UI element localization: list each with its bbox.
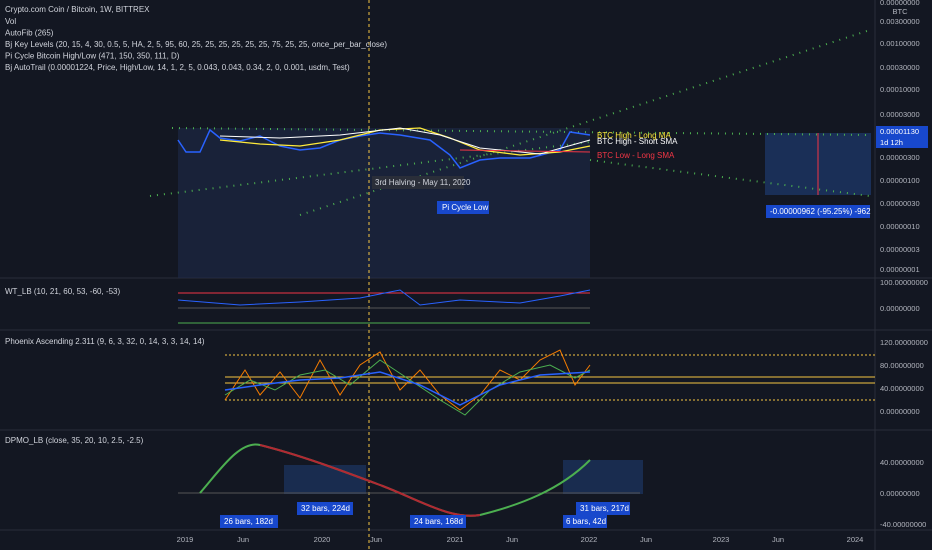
ma-line bbox=[459, 149, 591, 153]
pane-axis-label: 100.00000000 bbox=[880, 278, 928, 287]
time-label: 2020 bbox=[314, 535, 331, 544]
phoenix-line bbox=[224, 371, 591, 406]
ma-line bbox=[219, 127, 591, 155]
bars-label: 26 bars, 182d bbox=[224, 517, 273, 526]
annotation: BTC Low - Long SMA bbox=[597, 151, 675, 160]
indicator: AutoFib (265) bbox=[5, 29, 54, 38]
time-label: Jun bbox=[640, 535, 652, 544]
label-box bbox=[410, 515, 466, 528]
indicator: Bj Key Levels (20, 15, 4, 30, 0.5, 5, HA… bbox=[5, 40, 387, 49]
time-label: 2023 bbox=[713, 535, 730, 544]
pane-title: DPMO_LB (close, 35, 20, 10, 2.5, -2.5) bbox=[5, 436, 144, 445]
time-label: Jun bbox=[237, 535, 249, 544]
price-line bbox=[177, 128, 591, 169]
range-box bbox=[178, 128, 590, 278]
title: Crypto.com Coin / Bitcoin, 1W, BITTREX bbox=[5, 5, 150, 14]
last-price: 0.00001130 bbox=[880, 127, 919, 136]
trendline bbox=[171, 127, 871, 136]
pane-axis-label: 0.00000000 bbox=[880, 407, 920, 416]
label-box bbox=[297, 502, 353, 515]
price-label: 0.00000003 bbox=[880, 245, 920, 254]
label-box bbox=[576, 502, 630, 515]
indicator: Vol bbox=[5, 17, 16, 26]
bars-label: 24 bars, 168d bbox=[414, 517, 463, 526]
price-label: 0.00010000 bbox=[880, 85, 920, 94]
pane-axis-label: -40.00000000 bbox=[880, 520, 926, 529]
bars-label: 31 bars, 217d bbox=[580, 504, 629, 513]
indicator: Bj AutoTrail (0.00001224, Price, High/Lo… bbox=[5, 63, 350, 72]
annotation: BTC High - Short SMA bbox=[597, 137, 678, 146]
dpmo-line bbox=[259, 444, 481, 517]
label-box bbox=[220, 515, 278, 528]
time-label: Jun bbox=[772, 535, 784, 544]
range-box bbox=[563, 460, 643, 494]
bars-label: 6 bars, 42d bbox=[566, 517, 606, 526]
bars-label: 32 bars, 224d bbox=[301, 504, 350, 513]
axis-unit: BTC bbox=[893, 7, 909, 16]
time-label: 2022 bbox=[581, 535, 598, 544]
label-box bbox=[766, 205, 870, 218]
annotation: BTC High - Long MA bbox=[597, 131, 671, 140]
pane-title: Phoenix Ascending 2.311 (9, 6, 3, 32, 0,… bbox=[5, 337, 205, 346]
price-label: 0.00100000 bbox=[880, 39, 920, 48]
wt-line bbox=[177, 289, 591, 306]
price-label: 0.00000010 bbox=[880, 222, 920, 231]
time-label: Jun bbox=[506, 535, 518, 544]
range-box bbox=[284, 465, 366, 494]
annotation: 3rd Halving - May 11, 2020 bbox=[375, 178, 471, 187]
annotation: -0.00000962 (-95.25%) -962 bbox=[770, 207, 871, 216]
price-tag bbox=[876, 126, 928, 148]
pane-axis-label: 40.00000000 bbox=[880, 458, 924, 467]
time-label: 2024 bbox=[847, 535, 864, 544]
pane-axis-label: 80.00000000 bbox=[880, 361, 924, 370]
price-label: 0.00000000 bbox=[880, 0, 920, 7]
annotation: Pi Cycle Low bbox=[442, 203, 488, 212]
pane-axis-label: 40.00000000 bbox=[880, 384, 924, 393]
time-label: 2019 bbox=[177, 535, 194, 544]
label-box bbox=[563, 515, 607, 528]
time-label: Jun bbox=[370, 535, 382, 544]
phoenix-line bbox=[224, 359, 591, 416]
pane-axis-label: 0.00000000 bbox=[880, 304, 920, 313]
indicator: Pi Cycle Bitcoin High/Low (471, 150, 350… bbox=[5, 52, 180, 61]
price-label: 0.00300000 bbox=[880, 17, 920, 26]
ma-line bbox=[219, 127, 591, 156]
price-label: 0.00000100 bbox=[880, 176, 920, 185]
pane-axis-label: 0.00000000 bbox=[880, 489, 920, 498]
countdown: 1d 12h bbox=[880, 138, 903, 147]
time-label: 2021 bbox=[447, 535, 464, 544]
price-label: 0.00000300 bbox=[880, 153, 920, 162]
price-label: 0.00000001 bbox=[880, 265, 920, 274]
price-label: 0.00003000 bbox=[880, 110, 920, 119]
pane-title: WT_LB (10, 21, 60, 53, -60, -53) bbox=[5, 287, 121, 296]
price-label: 0.00030000 bbox=[880, 63, 920, 72]
label-box bbox=[372, 176, 464, 189]
pane-axis-label: 120.00000000 bbox=[880, 338, 928, 347]
price-label: 0.00000030 bbox=[880, 199, 920, 208]
label-box bbox=[437, 201, 489, 214]
